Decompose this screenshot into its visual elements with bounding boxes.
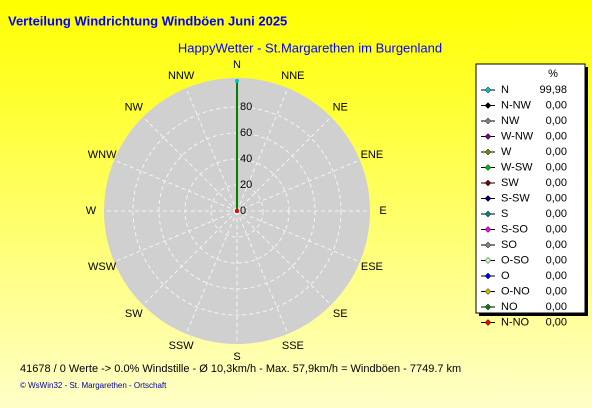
legend-marker [484,257,492,264]
legend-label: W-NW [501,130,534,142]
legend-value: 0,00 [546,192,567,204]
direction-label: ENE [361,149,384,161]
legend-value: 0,00 [546,161,567,173]
direction-label: ESE [361,261,383,273]
legend-marker [484,272,492,280]
direction-label: NW [125,102,144,114]
legend-label: NO [501,301,518,313]
spoke [144,210,238,304]
legend-label: N-NW [501,99,532,111]
direction-label: NE [333,102,348,114]
spoke [116,210,238,262]
grid-ring [132,106,342,316]
legend-label: SO [501,239,517,251]
legend-label: N-NO [501,316,530,328]
direction-label: WSW [88,261,117,273]
direction-label: N [233,59,241,71]
footer-credit: © WsWin32 - St. Margarethen - Ortschaft [20,381,167,390]
legend-value: 0,00 [546,239,567,251]
legend-marker [484,133,492,140]
direction-label: SW [125,308,143,320]
spoke [116,160,238,212]
legend-value: 0,00 [546,316,567,328]
legend-marker [484,210,492,218]
spoke [144,118,238,212]
r-tick-label: 0 [240,205,246,217]
grid-ring [184,158,290,264]
legend-shadow [585,67,588,316]
point-marker [235,209,239,213]
legend-marker [484,148,492,156]
legend-label: O [501,270,510,282]
legend-label: NW [501,115,520,127]
chart-subtitle: HappyWetter - St.Margarethen im Burgenla… [178,40,442,55]
legend-marker [484,319,492,326]
legend-marker [484,241,492,249]
r-tick-label: 80 [240,101,252,113]
point-marker [235,79,239,84]
spoke [236,210,330,304]
chart-title: Verteilung Windrichtung Windböen Juni 20… [8,13,287,28]
legend-value: 0,00 [546,254,567,266]
legend-marker [484,288,492,295]
legend-shadow [479,313,588,316]
legend-marker [484,102,492,109]
legend-label: W [501,146,512,158]
direction-label: SSW [169,340,195,352]
direction-label: NNW [168,70,195,82]
legend-value: 0,00 [546,130,567,142]
legend-marker [484,164,492,171]
legend-marker [484,303,492,311]
legend-value: 0,00 [546,99,567,111]
legend-label: S [501,208,508,220]
legend-marker [484,179,492,187]
legend-value: 99,98 [539,84,567,96]
spoke [236,210,288,332]
spoke [186,90,238,212]
legend-marker [484,195,492,202]
legend-label: S-SW [501,192,530,204]
legend-marker [484,86,492,94]
direction-label: SE [333,308,348,320]
legend-value: 0,00 [546,301,567,313]
footer-stats: 41678 / 0 Werte -> 0.0% Windstille - Ø 1… [20,363,461,375]
legend-label: O-SO [501,254,530,266]
direction-label: E [379,205,386,217]
spoke [236,90,288,212]
legend-marker [484,226,492,233]
legend-label: O-NO [501,285,530,297]
legend-label: W-SW [501,161,533,173]
direction-label: S [233,351,240,363]
legend-value: 0,00 [546,177,567,189]
legend-value: 0,00 [546,115,567,127]
legend-label: N [501,84,509,96]
direction-label: SSE [282,340,304,352]
r-tick-label: 40 [240,153,252,165]
legend-value: 0,00 [546,208,567,220]
spoke [236,160,358,212]
spoke [186,210,238,332]
legend-value: 0,00 [546,146,567,158]
direction-label: WNW [88,149,117,161]
direction-label: W [86,205,97,217]
legend-marker [484,117,492,125]
spoke [236,210,358,262]
legend-label: S-SO [501,223,528,235]
legend-label: SW [501,177,519,189]
spoke [236,118,330,212]
r-tick-label: 60 [240,127,252,139]
legend-header: % [548,68,558,80]
legend-value: 0,00 [546,285,567,297]
r-tick-label: 20 [240,179,252,191]
legend-value: 0,00 [546,223,567,235]
direction-label: NNE [281,70,304,82]
legend-value: 0,00 [546,270,567,282]
